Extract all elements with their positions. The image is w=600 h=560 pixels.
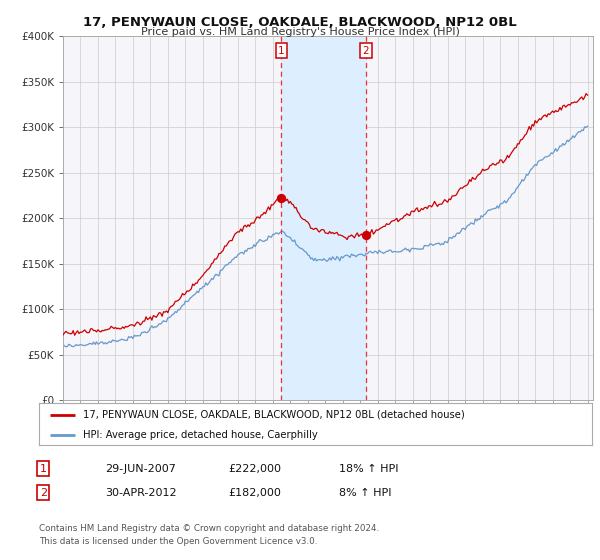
Text: 1: 1 bbox=[278, 45, 285, 55]
Point bbox=[361, 230, 371, 239]
Text: Contains HM Land Registry data © Crown copyright and database right 2024.
This d: Contains HM Land Registry data © Crown c… bbox=[39, 524, 379, 546]
Text: 17, PENYWAUN CLOSE, OAKDALE, BLACKWOOD, NP12 0BL (detached house): 17, PENYWAUN CLOSE, OAKDALE, BLACKWOOD, … bbox=[83, 410, 465, 420]
Text: HPI: Average price, detached house, Caerphilly: HPI: Average price, detached house, Caer… bbox=[83, 430, 318, 440]
Text: 17, PENYWAUN CLOSE, OAKDALE, BLACKWOOD, NP12 0BL: 17, PENYWAUN CLOSE, OAKDALE, BLACKWOOD, … bbox=[83, 16, 517, 29]
Text: £182,000: £182,000 bbox=[228, 488, 281, 498]
Text: 2: 2 bbox=[40, 488, 47, 498]
Text: 8% ↑ HPI: 8% ↑ HPI bbox=[339, 488, 391, 498]
Text: 1: 1 bbox=[40, 464, 47, 474]
Text: Price paid vs. HM Land Registry's House Price Index (HPI): Price paid vs. HM Land Registry's House … bbox=[140, 27, 460, 37]
Text: 18% ↑ HPI: 18% ↑ HPI bbox=[339, 464, 398, 474]
Text: 2: 2 bbox=[363, 45, 370, 55]
Text: 29-JUN-2007: 29-JUN-2007 bbox=[105, 464, 176, 474]
Bar bbox=[281, 36, 366, 400]
Point bbox=[277, 194, 286, 203]
Text: 30-APR-2012: 30-APR-2012 bbox=[105, 488, 176, 498]
Text: £222,000: £222,000 bbox=[228, 464, 281, 474]
